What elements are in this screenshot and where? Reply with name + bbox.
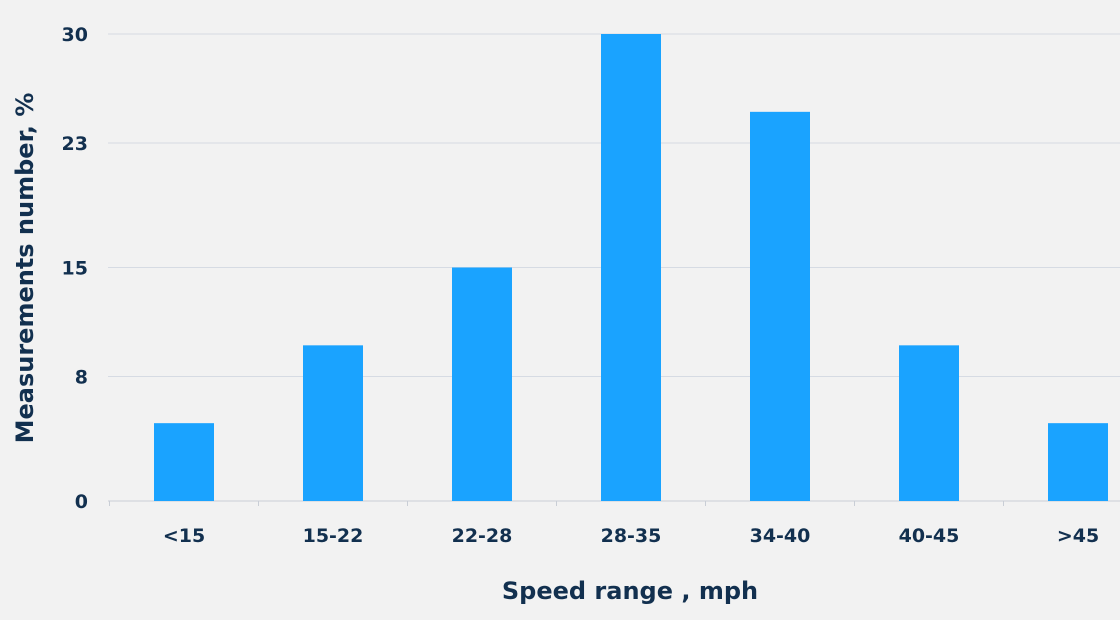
bar [601,34,661,501]
x-tick-labels: <15 15-22 22-28 28-35 34-40 40-45 >45 [163,525,1099,547]
x-tick-label: 28-35 [601,525,662,547]
x-tick-label: <15 [163,525,205,547]
y-tick-labels: 0 8 15 23 30 [62,24,88,513]
bar [154,423,214,501]
x-tick-label: 22-28 [452,525,513,547]
bar [750,111,810,501]
x-tick-label: 40-45 [899,525,960,547]
y-tick-label: 8 [75,366,88,388]
bar [452,267,512,501]
x-axis-title: Speed range , mph [502,577,758,605]
bar [899,345,959,501]
bars [154,34,1108,501]
x-tick-label: 34-40 [750,525,811,547]
y-tick-label: 0 [75,491,88,513]
x-tick-label: >45 [1057,525,1099,547]
y-tick-label: 15 [62,258,88,280]
bar [1048,423,1108,501]
y-tick-label: 30 [62,24,88,46]
x-tick-label: 15-22 [303,525,364,547]
bar [303,345,363,501]
y-axis-title: Measurements number, % [11,93,39,444]
y-tick-label: 23 [62,133,88,155]
